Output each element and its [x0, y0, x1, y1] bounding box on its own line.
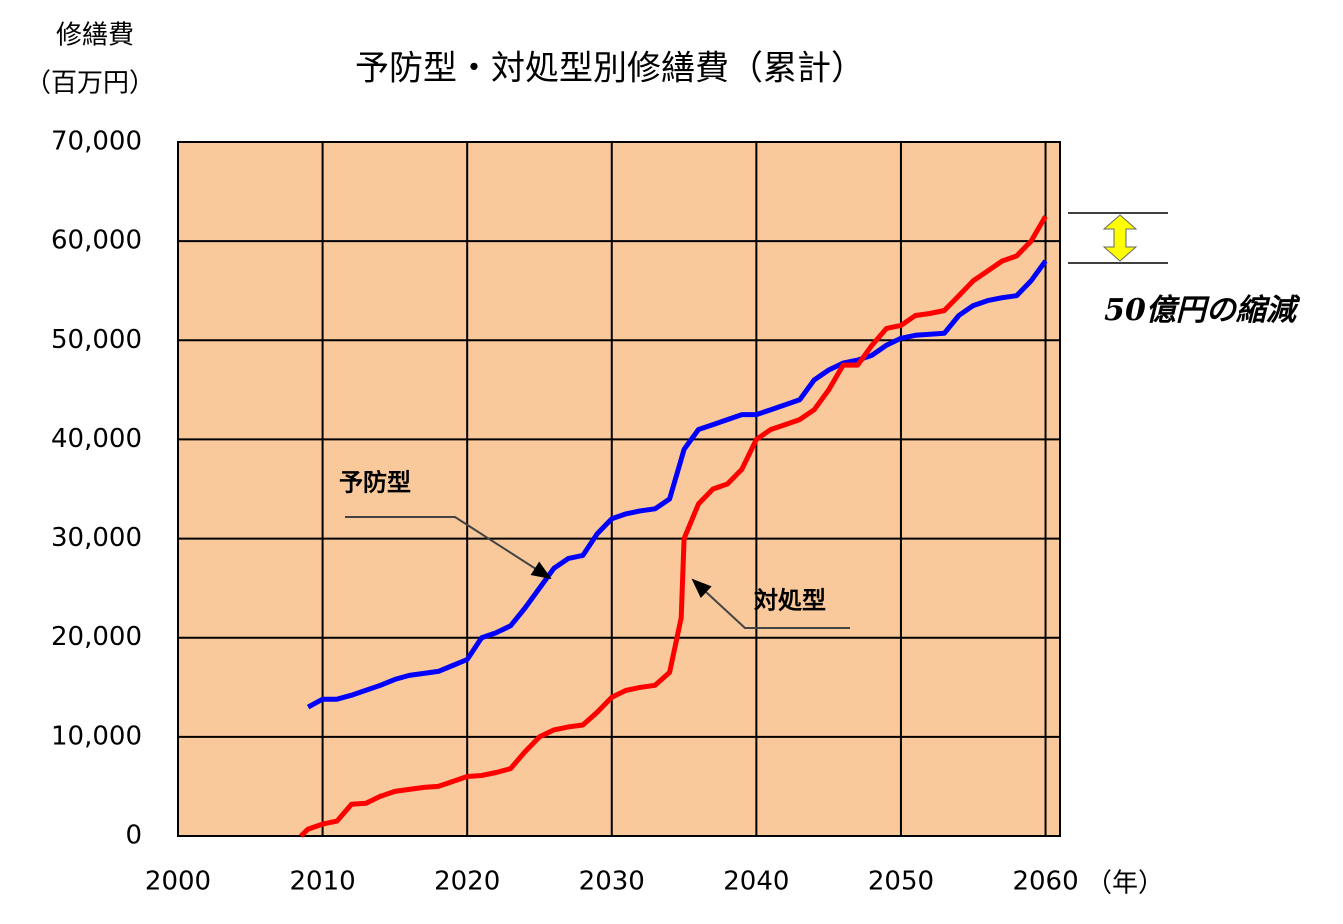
double-arrow — [1102, 214, 1138, 262]
x-tick-label: 2040 — [723, 867, 789, 897]
x-axis-label: （年） — [1086, 869, 1164, 899]
x-tick-label: 2050 — [868, 867, 934, 897]
annotation: 対処型 — [754, 586, 826, 615]
annotation: 予防型 — [339, 468, 411, 497]
y-tick-label: 40,000 — [51, 424, 142, 454]
x-tick-label: 2020 — [434, 867, 500, 897]
y-tick-label: 70,000 — [51, 127, 142, 157]
plot-area: 0 10,000 20,000 30,000 40,000 50,000 60,000 70,… — [51, 127, 1079, 897]
annotation-arrows — [345, 212, 1168, 629]
plot-border — [177, 141, 1061, 837]
leader-line — [691, 578, 850, 629]
x-tick-label: 2030 — [579, 867, 645, 897]
y-tick-label: 10,000 — [51, 721, 142, 751]
data-line — [306, 259, 1048, 710]
data-line — [299, 215, 1048, 838]
annotation: 50億円の縮減 — [1104, 293, 1301, 328]
y-tick-label: 0 — [125, 821, 142, 851]
y-tick-label: 60,000 — [51, 226, 142, 256]
plot-background — [178, 142, 1060, 836]
x-tick-label: 2000 — [145, 867, 211, 897]
y-tick-label: 50,000 — [51, 325, 142, 355]
chart-title: 予防型・対処型別修繕費（累計） — [355, 49, 865, 89]
y-tick-label: 20,000 — [51, 622, 142, 652]
y-tick-label: 30,000 — [51, 523, 142, 553]
y-axis-label: 修繕費 — [56, 21, 134, 51]
x-tick-label: 2010 — [290, 867, 356, 897]
leader-line — [345, 516, 552, 580]
x-tick-label: 2060 — [1012, 867, 1078, 897]
y-axis-label: （百万円） — [25, 69, 155, 99]
